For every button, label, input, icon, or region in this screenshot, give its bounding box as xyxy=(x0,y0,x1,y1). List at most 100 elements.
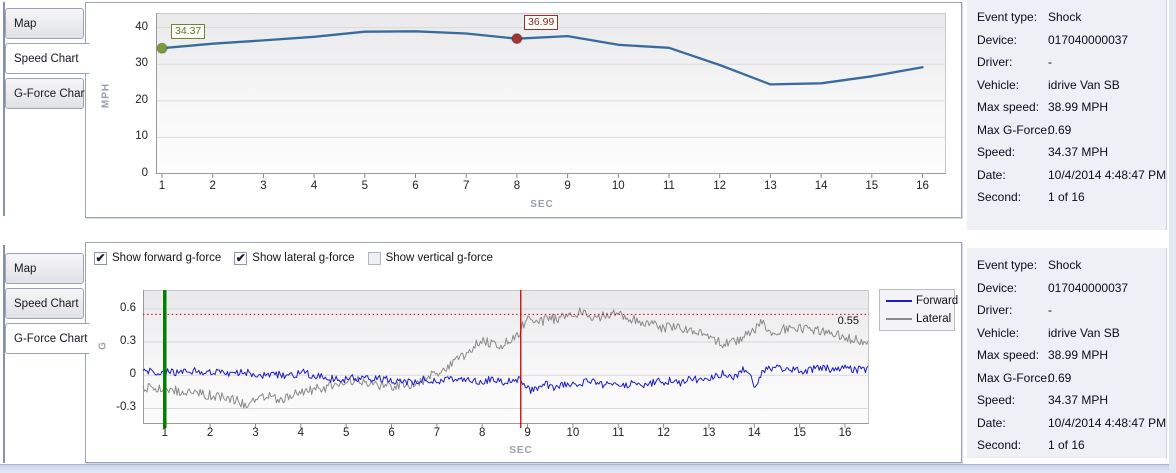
info-label: Date: xyxy=(977,415,1006,430)
tab-speed-chart[interactable]: Speed Chart xyxy=(5,288,84,319)
info-row-event-type: Event type: Shock xyxy=(977,6,1166,29)
checkbox-show-vertical-g-force[interactable]: Show vertical g-force xyxy=(367,251,493,265)
legend-label: Forward xyxy=(916,295,959,307)
x-tick-label: 2 xyxy=(209,180,216,192)
x-tick-label: 9 xyxy=(524,427,531,439)
gforce-options-row: ✔ Show forward g-force ✔ Show lateral g-for… xyxy=(94,248,493,268)
info-row-vehicle: Vehicle: idrive Van SB xyxy=(977,322,1166,345)
legend-label: Lateral xyxy=(916,313,952,325)
checkbox-show-lateral-g-force[interactable]: ✔ Show lateral g-force xyxy=(234,250,355,265)
y-tick-label: 0 xyxy=(129,368,136,381)
x-tick-label: 9 xyxy=(564,180,571,192)
speed-x-axis-label: SEC xyxy=(530,199,554,210)
info-row-date: Date: 10/4/2014 4:48:47 PM xyxy=(977,164,1166,187)
info-label: Driver: xyxy=(977,303,1013,317)
y-tick-label: 20 xyxy=(135,93,148,106)
speed-chart-panel: SEC MPH 34.37 36.99 1 2 3 4 5 6 7 8 9 10 11 12 13 14 1… xyxy=(85,2,962,218)
x-tick-label: 11 xyxy=(663,180,675,192)
x-tick-label: 8 xyxy=(513,180,521,192)
gforce-legend: Forward Lateral xyxy=(879,289,958,331)
x-tick-label: 4 xyxy=(297,427,305,439)
tab-map[interactable]: Map xyxy=(5,8,84,39)
left-border-bottom xyxy=(3,245,5,463)
legend-entry-lateral: Lateral xyxy=(886,311,952,327)
info-row-date: Date: 10/4/2014 4:48:47 PM xyxy=(977,412,1166,435)
checkmark-icon[interactable]: ✔ xyxy=(234,250,248,265)
window-right-edge xyxy=(1169,0,1176,473)
x-tick-label: 13 xyxy=(702,427,716,439)
x-tick-label: 16 xyxy=(916,180,929,192)
gforce-chart-plot[interactable] xyxy=(142,290,869,428)
x-tick-label: 15 xyxy=(793,427,807,439)
x-tick-label: 16 xyxy=(838,427,852,439)
y-tick-label: 0.3 xyxy=(120,335,136,348)
info-row-second: Second: 1 of 16 xyxy=(977,434,1166,457)
event-info-panel-top: Event type: Shock Device: 017040000037 Drive… xyxy=(967,0,1167,230)
info-value: 34.37 MPH xyxy=(1048,145,1109,159)
info-row-vehicle: Vehicle: idrive Van SB xyxy=(977,74,1166,97)
legend-line-icon xyxy=(886,300,912,302)
info-label: Driver: xyxy=(977,55,1013,69)
info-value: 10/4/2014 4:48:47 PM xyxy=(1048,167,1167,182)
window-bottom-edge xyxy=(0,464,1176,473)
info-value: idrive Van SB xyxy=(1048,325,1120,340)
x-tick-label: 15 xyxy=(865,180,879,192)
x-tick-label: 14 xyxy=(814,180,828,192)
info-label: Device: xyxy=(977,280,1018,295)
y-tick-label: -0.3 xyxy=(116,401,136,414)
y-tick-label: 0.6 xyxy=(120,301,136,314)
info-label: Event type: xyxy=(977,10,1038,24)
info-value: 0.69 xyxy=(1048,370,1072,385)
checkbox-label: Show forward g-force xyxy=(112,252,222,264)
checkbox-box[interactable] xyxy=(367,251,381,265)
legend-line-icon xyxy=(886,318,912,320)
y-tick-label: 40 xyxy=(135,20,148,33)
info-value: 38.99 MPH xyxy=(1048,100,1109,114)
info-row-max-speed: Max speed: 38.99 MPH xyxy=(977,96,1166,119)
info-label: Max G-Force: xyxy=(977,370,1051,385)
x-tick-label: 6 xyxy=(388,427,395,439)
x-tick-label: 10 xyxy=(611,180,625,192)
x-tick-label: 5 xyxy=(342,427,350,439)
speed-chart-svg xyxy=(156,13,946,178)
info-label: Event type: xyxy=(977,258,1038,272)
gforce-chart-panel: ✔ Show forward g-force ✔ Show lateral g-for… xyxy=(85,242,962,463)
x-tick-label: 12 xyxy=(657,427,670,439)
info-value: 017040000037 xyxy=(1048,32,1129,47)
annotation-start-speed: 34.37 xyxy=(171,24,206,39)
info-value: Shock xyxy=(1048,258,1082,272)
info-value: 0.69 xyxy=(1048,122,1072,137)
legend-entry-forward: Forward xyxy=(886,293,958,309)
info-label: Vehicle: xyxy=(977,77,1020,92)
info-label: Speed: xyxy=(977,145,1016,159)
tab-speed-chart[interactable]: Speed Chart xyxy=(5,43,90,74)
info-value: 10/4/2014 4:48:47 PM xyxy=(1048,415,1167,430)
speed-chart-plot[interactable] xyxy=(156,13,946,178)
info-row-driver: Driver: - xyxy=(977,51,1166,74)
info-label: Device: xyxy=(977,32,1018,47)
checkbox-show-forward-g-force[interactable]: ✔ Show forward g-force xyxy=(94,250,222,265)
y-tick-label: 0 xyxy=(141,167,148,179)
event-info-panel-bottom: Event type: Shock Device: 017040000037 Drive… xyxy=(967,248,1167,458)
info-label: Speed: xyxy=(977,393,1016,407)
tab-g-force-chart[interactable]: G-Force Chart xyxy=(5,78,88,109)
info-label: Max speed: xyxy=(977,348,1040,362)
info-row-speed: Speed: 34.37 MPH xyxy=(977,389,1166,412)
x-tick-label: 7 xyxy=(433,427,441,439)
x-tick-label: 1 xyxy=(158,180,166,192)
checkmark-icon[interactable]: ✔ xyxy=(94,250,107,265)
info-row-device: Device: 017040000037 xyxy=(977,29,1166,52)
gforce-x-axis-label: SEC xyxy=(509,445,533,456)
tab-map[interactable]: Map xyxy=(5,253,84,284)
x-tick-label: 6 xyxy=(412,180,419,192)
x-tick-label: 11 xyxy=(612,427,625,439)
info-label: Date: xyxy=(977,167,1006,182)
info-label: Second: xyxy=(977,190,1022,204)
annotation-event-speed: 36.99 xyxy=(524,15,559,30)
tab-g-force-chart[interactable]: G-Force Chart xyxy=(5,323,90,354)
gforce-chart-svg xyxy=(142,290,869,428)
info-value: - xyxy=(1048,303,1052,317)
info-label: Max G-Force: xyxy=(977,122,1051,137)
y-tick-label: 10 xyxy=(135,130,148,143)
